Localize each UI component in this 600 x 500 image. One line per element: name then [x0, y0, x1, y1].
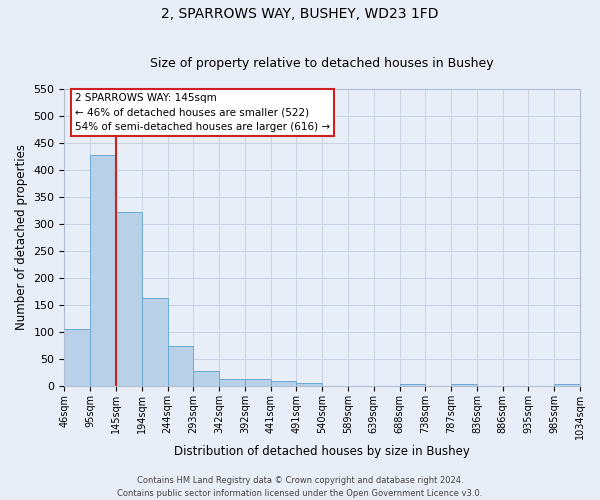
Bar	[90, 154, 116, 386]
Text: 2, SPARROWS WAY, BUSHEY, WD23 1FD: 2, SPARROWS WAY, BUSHEY, WD23 1FD	[161, 8, 439, 22]
Bar	[142, 298, 167, 386]
Bar	[193, 372, 219, 386]
Bar	[64, 330, 90, 386]
Y-axis label: Number of detached properties: Number of detached properties	[15, 144, 28, 330]
Bar	[554, 384, 580, 386]
Text: Contains HM Land Registry data © Crown copyright and database right 2024.
Contai: Contains HM Land Registry data © Crown c…	[118, 476, 482, 498]
X-axis label: Distribution of detached houses by size in Bushey: Distribution of detached houses by size …	[174, 444, 470, 458]
Bar	[245, 379, 271, 386]
Bar	[219, 379, 245, 386]
Bar	[271, 380, 296, 386]
Text: 2 SPARROWS WAY: 145sqm
← 46% of detached houses are smaller (522)
54% of semi-de: 2 SPARROWS WAY: 145sqm ← 46% of detached…	[75, 93, 330, 132]
Title: Size of property relative to detached houses in Bushey: Size of property relative to detached ho…	[151, 56, 494, 70]
Bar	[116, 212, 142, 386]
Bar	[296, 384, 322, 386]
Bar	[167, 346, 193, 386]
Bar	[451, 384, 477, 386]
Bar	[400, 384, 425, 386]
